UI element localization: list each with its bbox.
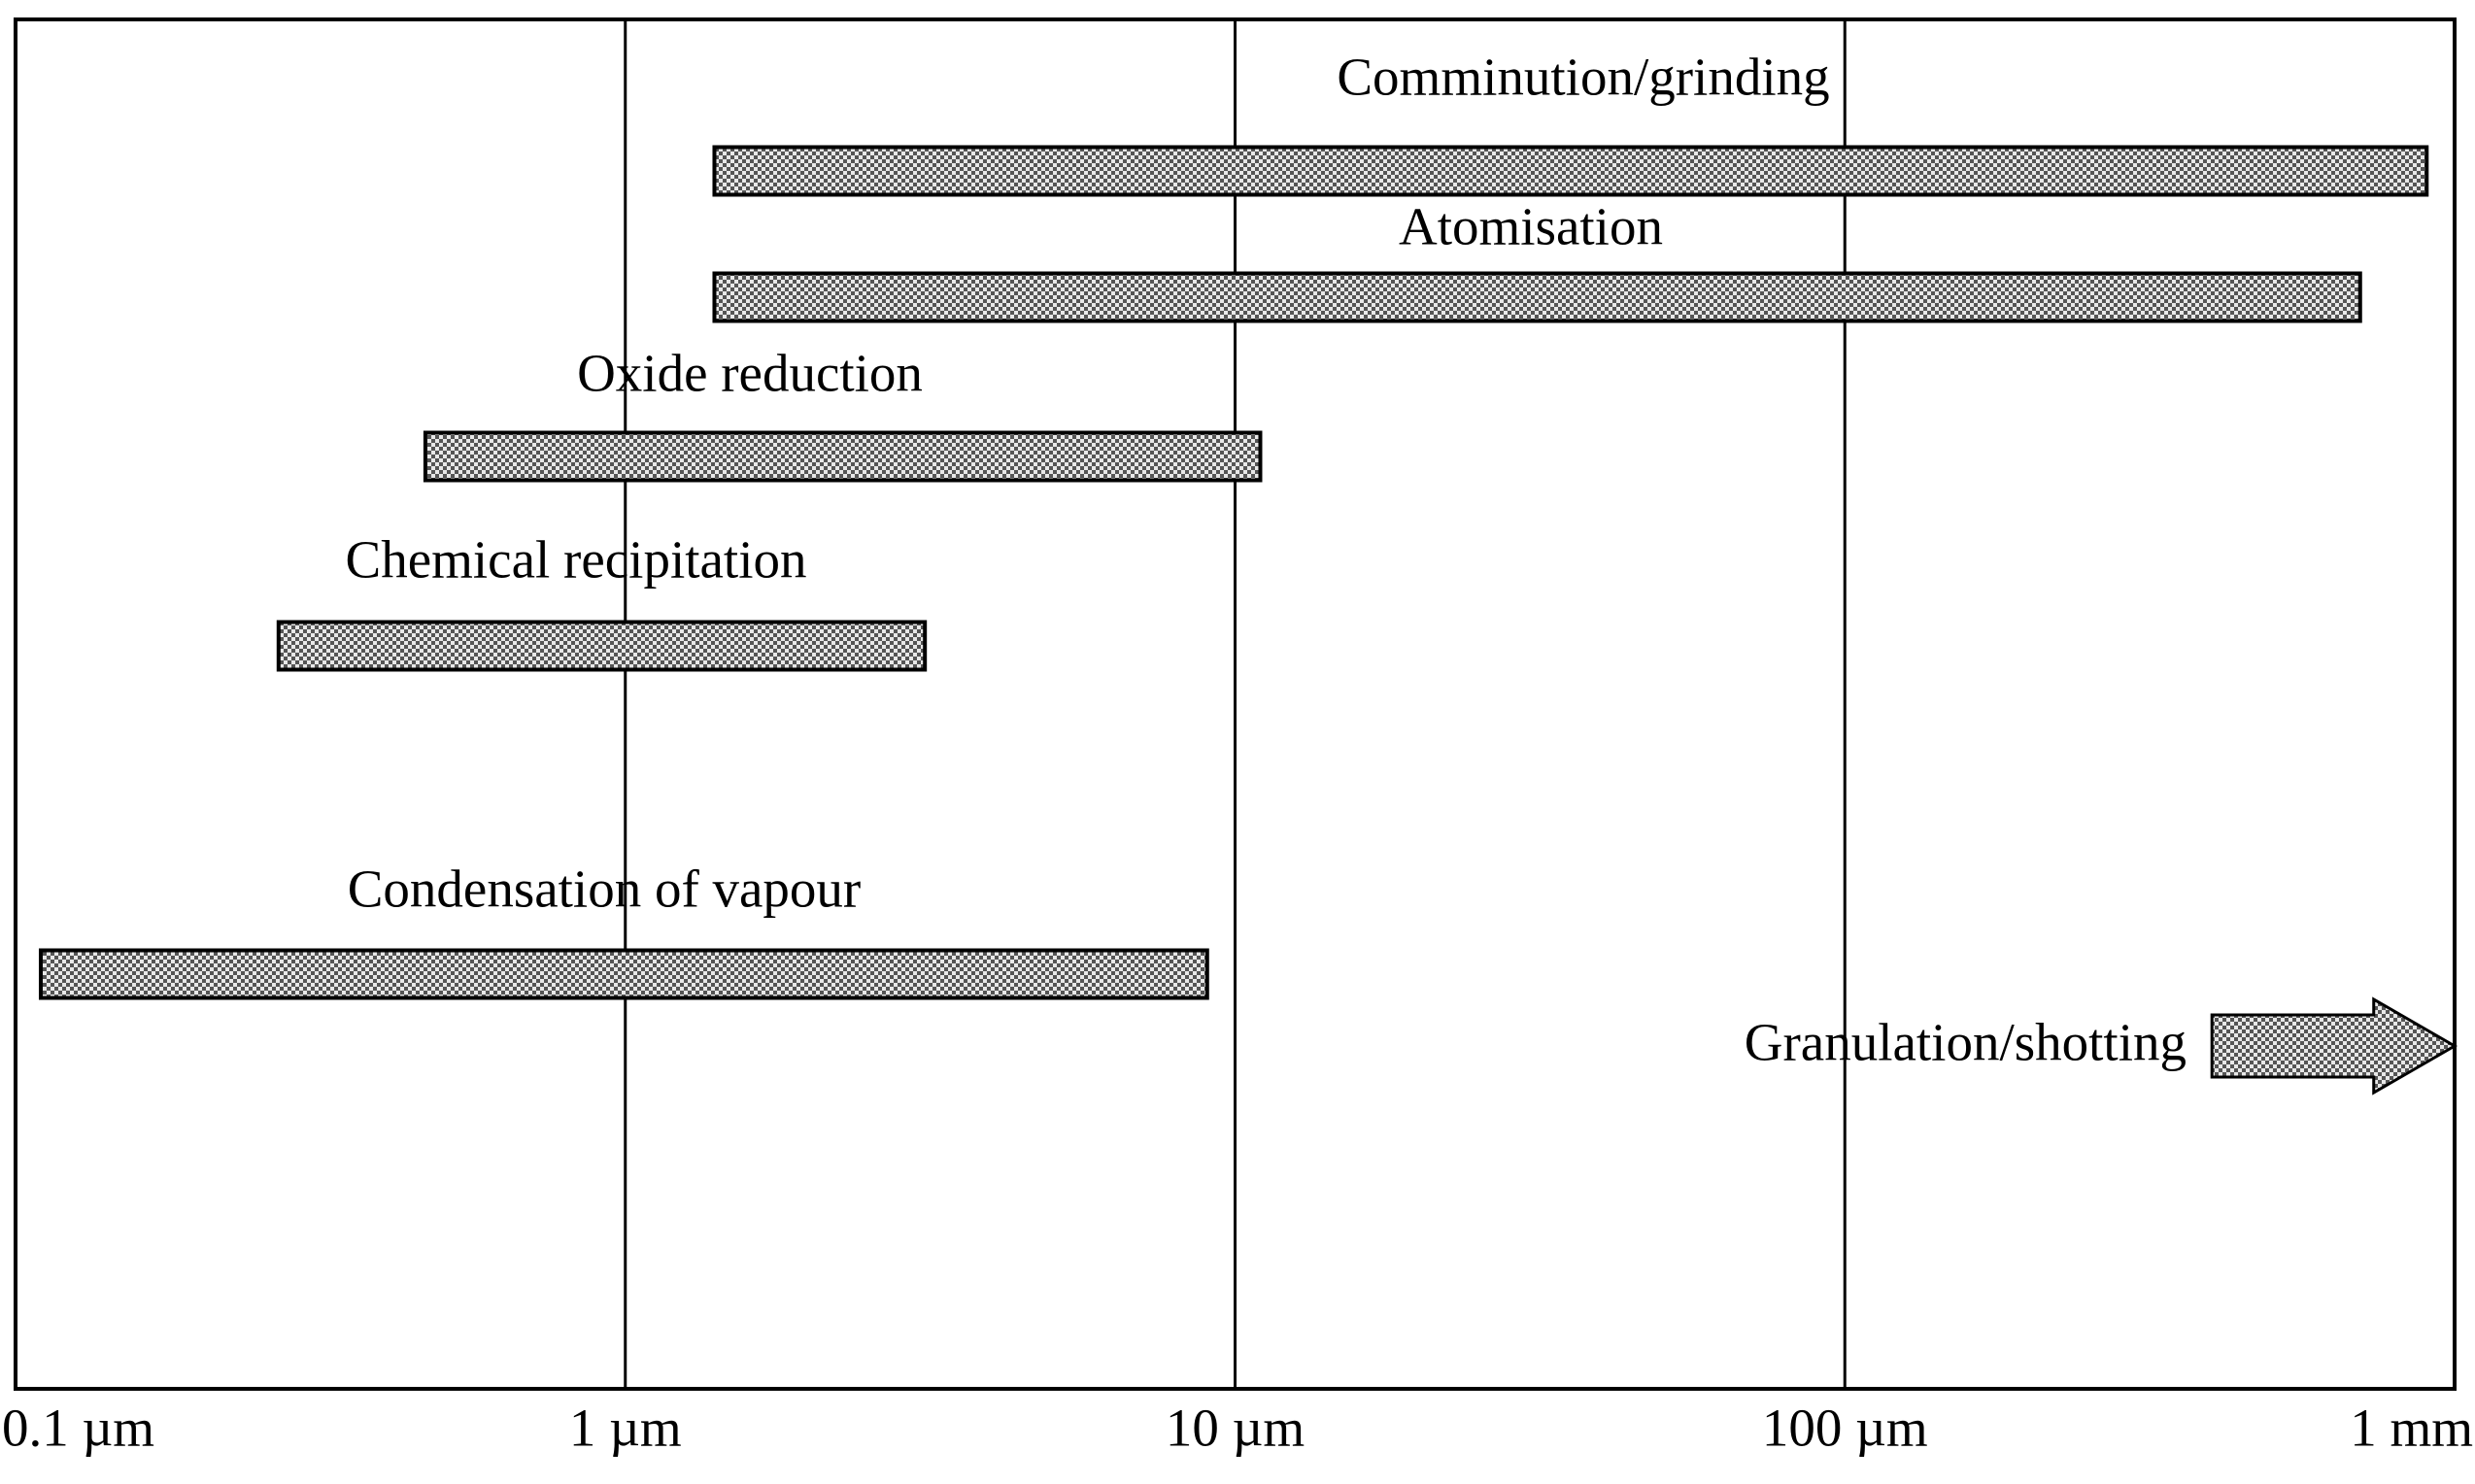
x-tick-label: 0.1 µm [2, 1399, 154, 1458]
range-arrow [2210, 996, 2458, 1096]
x-tick-label: 1 µm [569, 1399, 682, 1458]
range-label: Atomisation [1399, 197, 1663, 256]
range-label: Condensation of vapour [348, 860, 862, 919]
range-label: Chemical recipitation [346, 530, 807, 590]
range-label: Comminution/grinding [1337, 48, 1829, 107]
range-bar [712, 271, 2362, 323]
x-tick-label: 100 µm [1762, 1399, 1928, 1458]
range-bar [712, 145, 2429, 197]
range-bar [423, 430, 1263, 483]
x-tick-label: 1 mm [2350, 1399, 2473, 1458]
range-bar [38, 948, 1209, 1000]
range-label: Granulation/shotting [1745, 1013, 2187, 1072]
range-bar [276, 620, 928, 672]
x-tick-label: 10 µm [1166, 1399, 1305, 1458]
range-label: Oxide reduction [577, 344, 923, 403]
